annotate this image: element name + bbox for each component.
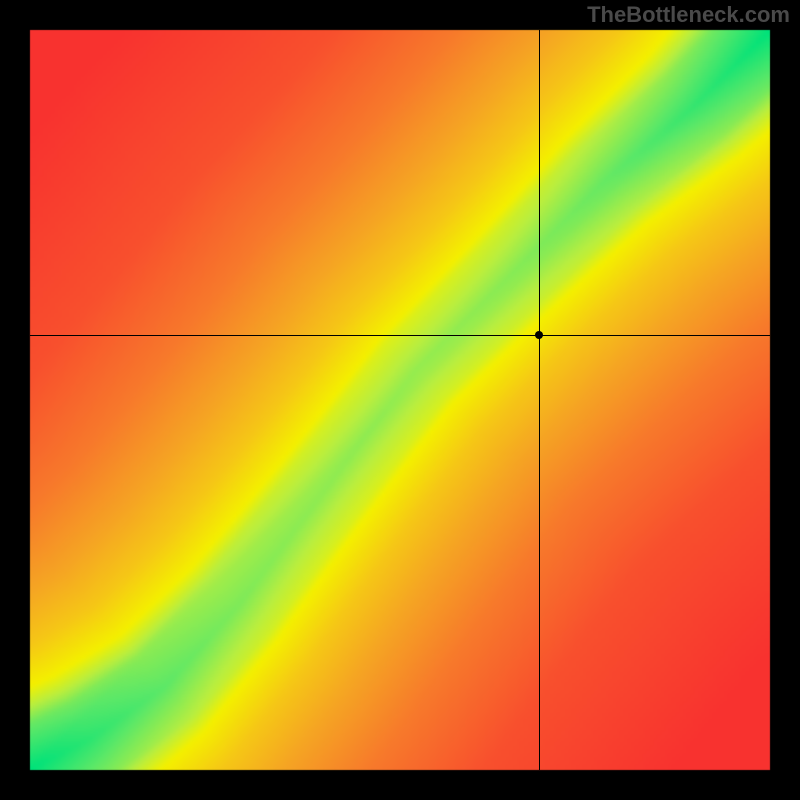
chart-container: TheBottleneck.com (0, 0, 800, 800)
bottleneck-heatmap-canvas (0, 0, 800, 800)
crosshair-horizontal-line (30, 335, 770, 336)
crosshair-marker-dot (535, 331, 543, 339)
crosshair-vertical-line (539, 30, 540, 770)
watermark-text: TheBottleneck.com (587, 2, 790, 28)
